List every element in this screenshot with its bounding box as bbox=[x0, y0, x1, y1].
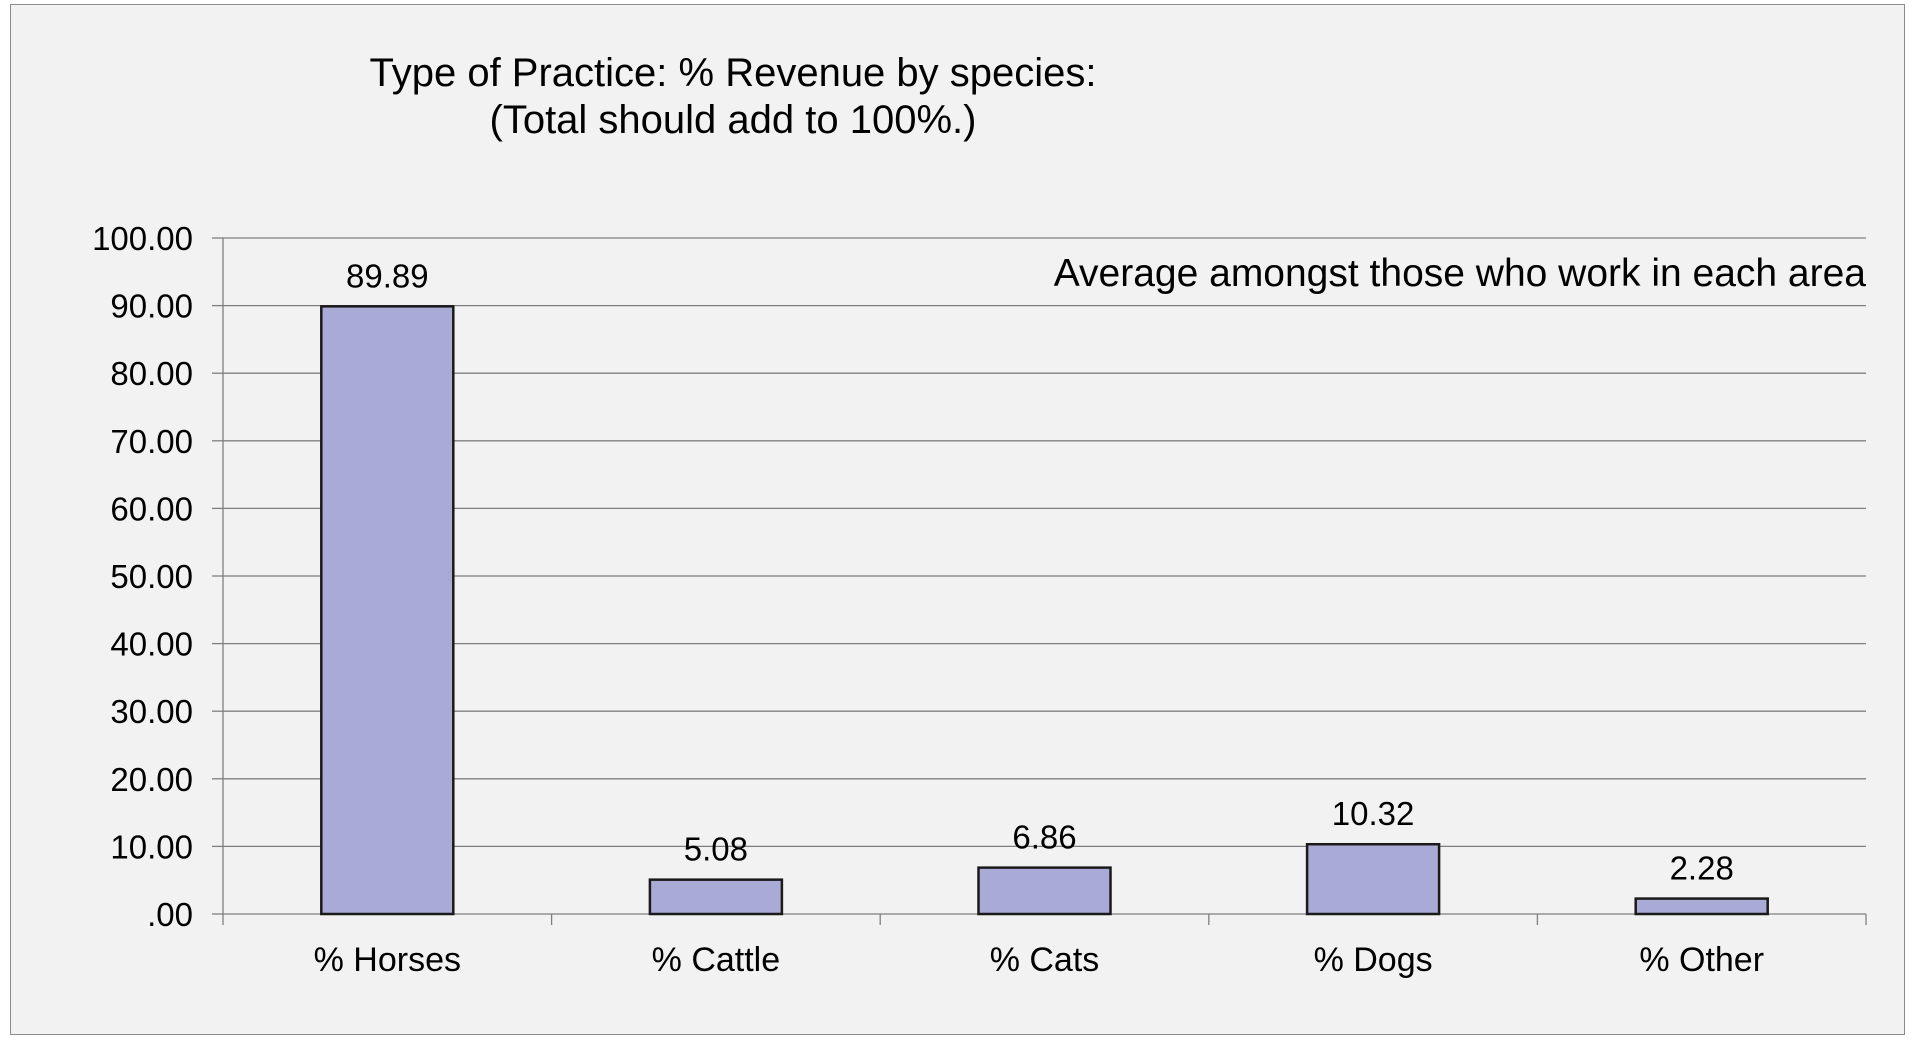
bars bbox=[320, 305, 1769, 916]
y-tick-label: 50.00 bbox=[110, 558, 193, 595]
gridlines bbox=[223, 237, 1866, 848]
labels: 89.89 % Horses 5.08 % Cattle 6.86 % Cats 10.32… bbox=[314, 257, 1764, 979]
y-tick-label: 20.00 bbox=[110, 761, 193, 798]
y-tick-label: .00 bbox=[147, 896, 193, 933]
chart-annotation: Average amongst those who work in each a… bbox=[1054, 252, 1867, 295]
y-tick-label: 10.00 bbox=[110, 828, 193, 865]
category-label: % Cattle bbox=[652, 941, 781, 979]
axes: .00 10.00 20.00 30.00 40.00 50.00 60.00 70.00 80… bbox=[92, 220, 1867, 933]
data-label: 6.86 bbox=[1012, 819, 1076, 856]
y-tick-label: 80.00 bbox=[110, 355, 193, 392]
bar bbox=[977, 866, 1112, 916]
data-label: 2.28 bbox=[1670, 850, 1734, 887]
chart-subtitle: (Total should add to 100%.) bbox=[490, 98, 977, 142]
category-label: % Horses bbox=[314, 941, 461, 979]
bar bbox=[1305, 842, 1441, 916]
y-tick-label: 60.00 bbox=[110, 490, 193, 527]
category-label: % Dogs bbox=[1314, 941, 1433, 979]
data-label: 89.89 bbox=[346, 257, 429, 294]
data-label: 10.32 bbox=[1332, 795, 1415, 832]
y-tick-label: 40.00 bbox=[110, 626, 193, 663]
category-label: % Other bbox=[1639, 941, 1764, 979]
bar bbox=[1634, 897, 1769, 916]
y-tick-label: 30.00 bbox=[110, 693, 193, 730]
y-tick-label: 100.00 bbox=[92, 220, 193, 257]
data-label: 5.08 bbox=[684, 831, 748, 868]
category-label: % Cats bbox=[990, 941, 1100, 979]
y-tick-label: 90.00 bbox=[110, 288, 193, 325]
chart-title: Type of Practice: % Revenue by species: bbox=[369, 51, 1096, 95]
bar bbox=[320, 305, 455, 916]
bar bbox=[648, 878, 784, 916]
y-tick-label: 70.00 bbox=[110, 423, 193, 460]
